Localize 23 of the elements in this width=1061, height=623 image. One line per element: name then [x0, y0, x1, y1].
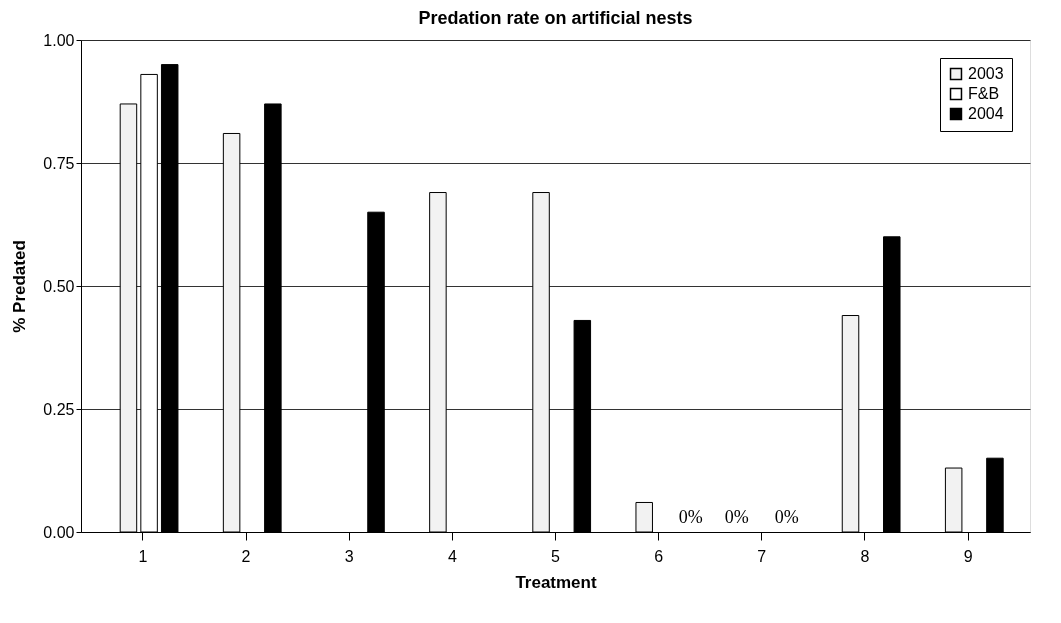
x-tick-label: 7 — [757, 547, 767, 565]
x-tick-label: 9 — [963, 547, 973, 565]
x-tick-label: 6 — [654, 547, 664, 565]
legend-label: 2003 — [968, 65, 1004, 82]
legend-label: F&B — [968, 85, 1000, 102]
y-tick-label: 0.50 — [43, 277, 75, 295]
legend-label: 2004 — [968, 105, 1004, 122]
chart-title: Predation rate on artificial nests — [418, 8, 693, 28]
x-tick-label: 5 — [551, 547, 561, 565]
annotation: 0% — [774, 507, 799, 527]
annotation: 0% — [678, 507, 703, 527]
y-tick-label: 0.25 — [43, 400, 75, 418]
y-axis-title: % Predated — [10, 240, 30, 333]
y-tick-label: 0.00 — [43, 523, 75, 541]
x-tick-label: 2 — [241, 547, 251, 565]
y-tick-label: 0.75 — [43, 154, 75, 172]
x-tick-label: 8 — [860, 547, 870, 565]
annotation: 0% — [724, 507, 749, 527]
x-tick-label: 1 — [138, 547, 148, 565]
x-tick-label: 3 — [344, 547, 354, 565]
y-tick-label: 1.00 — [43, 31, 75, 49]
x-tick-label: 4 — [447, 547, 457, 565]
x-axis-title: Treatment — [515, 572, 597, 592]
